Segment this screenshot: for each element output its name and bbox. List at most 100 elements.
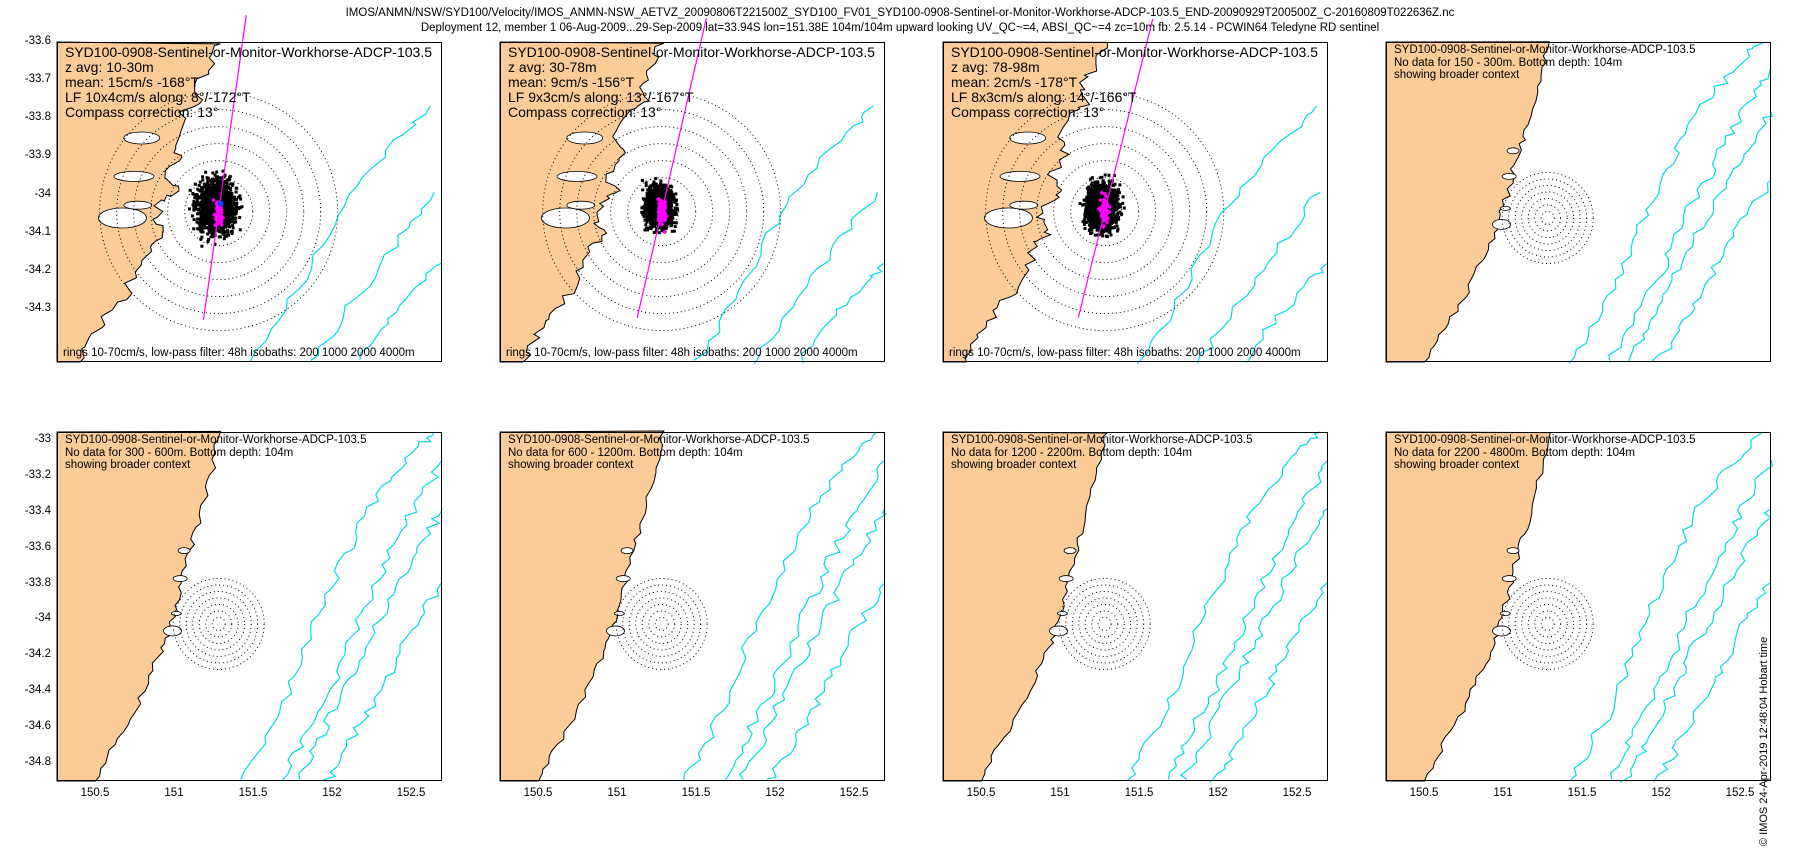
speed-ring-1 — [1097, 616, 1112, 631]
panel-info-line-2: mean: 9cm/s -156°T — [508, 74, 635, 90]
panel-instrument-label: SYD100-0908-Sentinel-or-Monitor-Workhors… — [508, 44, 876, 60]
speed-ring-2 — [1534, 610, 1562, 638]
estuary-3 — [1049, 625, 1068, 637]
speed-ring-5 — [1514, 185, 1581, 251]
speed-ring-7 — [615, 577, 708, 670]
speed-ring-2 — [1070, 177, 1140, 247]
estuary-4 — [1499, 611, 1511, 616]
plot-frame — [500, 432, 885, 781]
isobath-line-1 — [239, 431, 435, 782]
estuary-1 — [566, 131, 604, 145]
panel-info-line-3: LF 8x3cm/s along: 14°/-166°T — [951, 89, 1137, 105]
y-tick-label: -34.8 — [24, 756, 51, 768]
speed-ring-7 — [542, 92, 782, 332]
speed-ring-7 — [985, 92, 1225, 332]
x-tick-label: 152.5 — [1282, 787, 1312, 799]
isobath-line-2 — [310, 192, 435, 362]
speed-ring-2 — [184, 177, 254, 247]
y-tick-label: -33.7 — [24, 73, 51, 86]
isobath-line-3 — [1179, 508, 1329, 780]
estuary-3 — [163, 625, 182, 637]
panel-info-line-2: mean: 2cm/s -178°T — [951, 74, 1078, 90]
estuary-3 — [1492, 218, 1511, 230]
speed-ring-6 — [116, 109, 322, 315]
speed-ring-4 — [1078, 597, 1132, 651]
panel-info-line-4: Compass correction: 13° — [65, 104, 219, 120]
map-panel-3: SYD100-0908-Sentinel-or-Monitor-Workhors… — [942, 18, 1329, 365]
estuary-1 — [1009, 131, 1047, 145]
figure-title-line-2: Deployment 12, member 1 06-Aug-2009...29… — [420, 22, 1380, 34]
y-tick-label: -34 — [34, 187, 51, 200]
x-tick-label: 151 — [164, 787, 184, 799]
panel-info-line-1: No data for 600 - 1200m. Bottom depth: 1… — [508, 446, 743, 459]
x-tick-label: 152 — [1208, 787, 1228, 799]
panel-info-line-2: showing broader context — [65, 459, 191, 471]
estuary-2 — [172, 575, 188, 582]
plot-frame — [1386, 42, 1771, 362]
panel-info-line-2: mean: 15cm/s -168°T — [65, 74, 199, 90]
y-tick-label: -34.4 — [24, 684, 51, 697]
speed-ring-6 — [1508, 178, 1588, 258]
estuary-2 — [1058, 575, 1074, 582]
estuary-3 — [984, 207, 1033, 229]
estuary-2 — [1501, 172, 1517, 180]
x-tick-label: 152.5 — [396, 787, 426, 799]
figure-title-line-1: IMOS/ANMN/NSW/SYD100/Velocity/IMOS_ANMN-… — [345, 7, 1455, 19]
panel-instrument-label: SYD100-0908-Sentinel-or-Monitor-Workhors… — [65, 44, 433, 60]
estuary-4 — [1499, 205, 1511, 211]
map-canvas — [499, 430, 888, 782]
y-tick-label: -34.1 — [24, 225, 51, 238]
footer-note: rings 10-70cm/s, low-pass filter: 48h is… — [63, 347, 415, 359]
panel-instrument-label: SYD100-0908-Sentinel-or-Monitor-Workhors… — [1394, 44, 1696, 56]
panel-instrument-label: SYD100-0908-Sentinel-or-Monitor-Workhors… — [951, 44, 1319, 60]
speed-ring-2 — [627, 177, 697, 247]
estuary-4 — [123, 200, 153, 210]
y-tick-label: -33.9 — [24, 149, 51, 162]
speed-ring-3 — [167, 160, 271, 264]
footer-note: rings 10-70cm/s, low-pass filter: 48h is… — [949, 347, 1301, 359]
speed-ring-6 — [559, 109, 765, 315]
isobath-line-1 — [683, 431, 878, 781]
principal-axis-line — [1077, 18, 1154, 318]
estuary-1 — [1063, 547, 1077, 555]
isobath-line-1 — [1568, 41, 1764, 364]
speed-ring-4 — [635, 597, 689, 651]
plot-frame — [943, 432, 1328, 781]
speed-ring-3 — [1527, 198, 1568, 238]
land-area — [1385, 41, 1550, 363]
panel-info-line-3: LF 10x4cm/s along: 8°/-172°T — [65, 89, 251, 105]
panel-info-line-1: z avg: 78-98m — [951, 59, 1040, 75]
estuary-3 — [606, 625, 625, 637]
x-tick-label: 152 — [765, 787, 785, 799]
isobath-line-2 — [1167, 459, 1329, 780]
y-tick-label: -34.2 — [24, 263, 51, 276]
land-area — [1385, 431, 1551, 782]
speed-ring-6 — [179, 584, 259, 664]
isobath-line-3 — [800, 262, 886, 364]
isobath-line-1 — [1136, 105, 1317, 365]
panel-info-line-1: No data for 1200 - 2200m. Bottom depth: … — [951, 446, 1193, 459]
map-panel-6: SYD100-0908-Sentinel-or-Monitor-Workhors… — [499, 430, 888, 782]
speed-ring-2 — [1091, 610, 1119, 638]
panel-info-line-2: showing broader context — [508, 459, 634, 471]
estuary-3 — [98, 207, 147, 229]
estuary-1 — [1506, 547, 1520, 555]
footer-note: rings 10-70cm/s, low-pass filter: 48h is… — [506, 347, 858, 359]
land-area — [942, 431, 1109, 782]
x-tick-label: 152 — [322, 787, 342, 799]
speed-ring-5 — [628, 590, 695, 657]
y-tick-label: -33.8 — [24, 576, 51, 589]
panel-info-line-4: Compass correction: 13° — [508, 104, 662, 120]
estuary-2 — [113, 170, 155, 182]
isobath-line-2 — [724, 459, 886, 781]
speed-ring-6 — [1508, 584, 1588, 664]
y-tick-label: -34.2 — [24, 648, 51, 661]
map-panel-4: SYD100-0908-Sentinel-or-Monitor-Workhors… — [1385, 41, 1774, 364]
x-tick-label: 151 — [1050, 787, 1070, 799]
panel-instrument-label: SYD100-0908-Sentinel-or-Monitor-Workhors… — [1394, 434, 1696, 446]
speed-ring-6 — [1002, 109, 1208, 315]
map-canvas — [1385, 41, 1774, 364]
x-tick-label: 151 — [607, 787, 627, 799]
y-tick-label: -33.2 — [24, 468, 51, 481]
speed-ring-7 — [172, 577, 265, 670]
